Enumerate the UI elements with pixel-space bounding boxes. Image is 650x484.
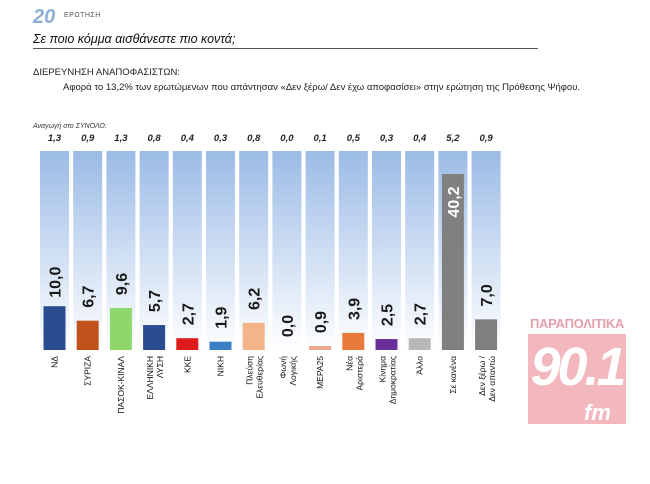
- bar: [209, 341, 232, 350]
- column-background: [73, 151, 103, 350]
- bar: [375, 339, 398, 350]
- base-value: 1,3: [47, 133, 62, 144]
- question-number: 20: [33, 6, 56, 28]
- question-title: Σε ποιο κόμμα αισθάνεστε πιο κοντά;: [33, 32, 236, 46]
- data-label: 9,6: [114, 273, 131, 295]
- base-value: 0,8: [147, 133, 161, 144]
- category-label: ΝΙΚΗ: [216, 356, 226, 376]
- column-background: [239, 151, 269, 350]
- data-label: 2,5: [380, 304, 397, 326]
- column-background: [172, 151, 202, 350]
- bar: [143, 325, 166, 350]
- base-value: 0,1: [313, 133, 327, 144]
- category-label: Σε κανένα: [448, 356, 458, 394]
- base-value: 0,9: [81, 133, 95, 144]
- data-label: 1,9: [214, 306, 231, 328]
- category-label: Άλλο: [415, 356, 425, 375]
- base-value: 0,0: [280, 133, 294, 144]
- base-value: 0,3: [379, 133, 394, 144]
- bar: [475, 319, 498, 350]
- bar: [342, 332, 365, 350]
- base-value: 0,3: [213, 133, 228, 144]
- base-value: 0,4: [413, 133, 427, 144]
- data-label: 0,0: [280, 315, 297, 337]
- data-label: 6,7: [81, 285, 98, 307]
- title-divider: [33, 48, 538, 49]
- column-background: [206, 151, 235, 350]
- data-label: 7,0: [479, 284, 496, 306]
- category-label: ΦωνήΛογικής: [278, 356, 298, 386]
- bar: [176, 338, 199, 350]
- subtitle-heading: ΔΙΕΡΕΥΝΗΣΗ ΑΝΑΠΟΦΑΣΙΣΤΩΝ:: [33, 67, 180, 78]
- category-label: ΚίνημαΔημοκρατίας: [378, 356, 398, 404]
- category-label: ΠΑΣΟΚ-ΚΙΝΑΛ: [116, 356, 126, 414]
- column-background: [338, 151, 368, 350]
- category-label: Δεν ξέρω /Δεν απαντώ: [477, 355, 497, 401]
- logo-top-text: ΠΑΡΑΠΟΛΙΤΙΚΑ: [529, 316, 625, 331]
- column-background: [305, 151, 335, 350]
- base-value: 0,5: [346, 133, 360, 144]
- category-label: ΝΔ: [50, 356, 60, 368]
- base-value: 5,2: [446, 133, 460, 144]
- column-background: [372, 151, 401, 350]
- data-label: 0,9: [313, 311, 330, 333]
- base-value: 0,8: [247, 133, 261, 144]
- column-background: [471, 151, 501, 350]
- logo-suffix: fm: [584, 400, 611, 425]
- subtitle-note: Αφορά το 13,2% των ερωτώμενων που απάντη…: [63, 82, 581, 93]
- category-label: ΣΥΡΙΖΑ: [83, 356, 93, 386]
- column-background: [405, 151, 435, 350]
- column-background: [139, 151, 169, 350]
- category-label: ΠλεύσηΕλευθερίας: [245, 356, 265, 399]
- data-label: 40,2: [446, 186, 463, 217]
- question-word: ΕΡΩΤΗΣΗ: [64, 12, 101, 19]
- base-label: Αναγωγή στο ΣΥΝΟΛΟ:: [33, 123, 107, 130]
- data-label: 5,7: [147, 290, 164, 312]
- bar: [441, 174, 464, 350]
- data-label: 2,7: [413, 303, 430, 325]
- data-label: 3,9: [346, 298, 363, 320]
- logo-box: 90.1 fm: [528, 334, 627, 425]
- base-value: 1,3: [114, 133, 128, 144]
- category-label: ΝέαΑριστερά: [344, 356, 364, 391]
- parapolitika-logo: ΠΑΡΑΠΟΛΙΤΙΚΑ 90.1 fm: [522, 316, 632, 432]
- category-label: ΚΚΕ: [182, 356, 192, 373]
- category-label: ΜΕΡΑ25: [315, 356, 325, 389]
- column-background: [272, 151, 302, 350]
- bar: [309, 346, 332, 350]
- data-label: 6,2: [247, 288, 264, 310]
- category-label: ΕΛΛΗΝΙΚΗΛΥΣΗ: [145, 356, 165, 399]
- base-value: 0,4: [180, 133, 194, 144]
- bar: [43, 306, 66, 350]
- data-label: 2,7: [180, 303, 197, 325]
- bar: [408, 338, 431, 350]
- bar: [109, 307, 132, 350]
- base-value: 0,9: [479, 133, 493, 144]
- logo-number: 90.1: [530, 337, 626, 397]
- bar: [76, 320, 99, 350]
- data-label: 10,0: [48, 267, 65, 298]
- bar: [242, 322, 265, 350]
